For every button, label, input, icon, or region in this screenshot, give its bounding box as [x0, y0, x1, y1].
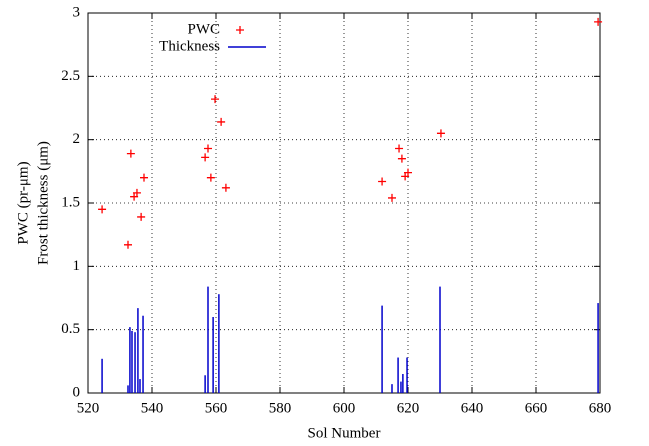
- y-tick-label: 1: [73, 258, 81, 274]
- y-tick-label: 0: [73, 384, 81, 400]
- x-tick-label: 620: [397, 400, 420, 416]
- pwc-point: [140, 173, 148, 182]
- legend-label: PWC: [187, 21, 220, 37]
- y-axis-label: PWC (pr-μm): [15, 161, 31, 244]
- pwc-point: [378, 177, 387, 186]
- y-tick-label: 1.5: [61, 194, 80, 210]
- x-axis-label: Sol Number: [308, 425, 381, 441]
- pwc-point: [221, 183, 230, 192]
- y-tick-label: 2: [73, 131, 81, 147]
- pwc-point: [201, 153, 210, 162]
- y-tick-label: 3: [73, 4, 81, 20]
- y-axis-label: Frost thickness (μm): [35, 141, 51, 265]
- legend-label: Thickness: [159, 38, 220, 54]
- pwc-point: [395, 144, 404, 153]
- pwc-point: [211, 95, 220, 104]
- x-tick-label: 560: [205, 400, 228, 416]
- x-tick-label: 660: [525, 400, 548, 416]
- pwc-point: [204, 144, 212, 153]
- x-tick-label: 580: [269, 400, 292, 416]
- pwc-point: [217, 117, 226, 126]
- x-tick-label: 600: [333, 400, 356, 416]
- pwc-point: [132, 188, 141, 197]
- pwc-point: [206, 173, 215, 182]
- y-tick-label: 0.5: [61, 321, 80, 337]
- x-tick-label: 640: [461, 400, 484, 416]
- x-tick-label: 540: [141, 400, 164, 416]
- pwc-point: [126, 149, 135, 158]
- pwc-point: [404, 168, 412, 177]
- pwc-point: [137, 212, 146, 221]
- pwc-point: [388, 193, 396, 202]
- pwc-point: [594, 17, 603, 26]
- y-tick-label: 2.5: [61, 68, 80, 84]
- x-tick-label: 680: [589, 400, 612, 416]
- pwc-point: [397, 154, 406, 163]
- legend-symbol: [236, 26, 244, 34]
- x-tick-label: 520: [77, 400, 100, 416]
- pwc-point: [436, 129, 445, 138]
- pwc-point: [124, 240, 132, 249]
- pwc-point: [98, 205, 107, 214]
